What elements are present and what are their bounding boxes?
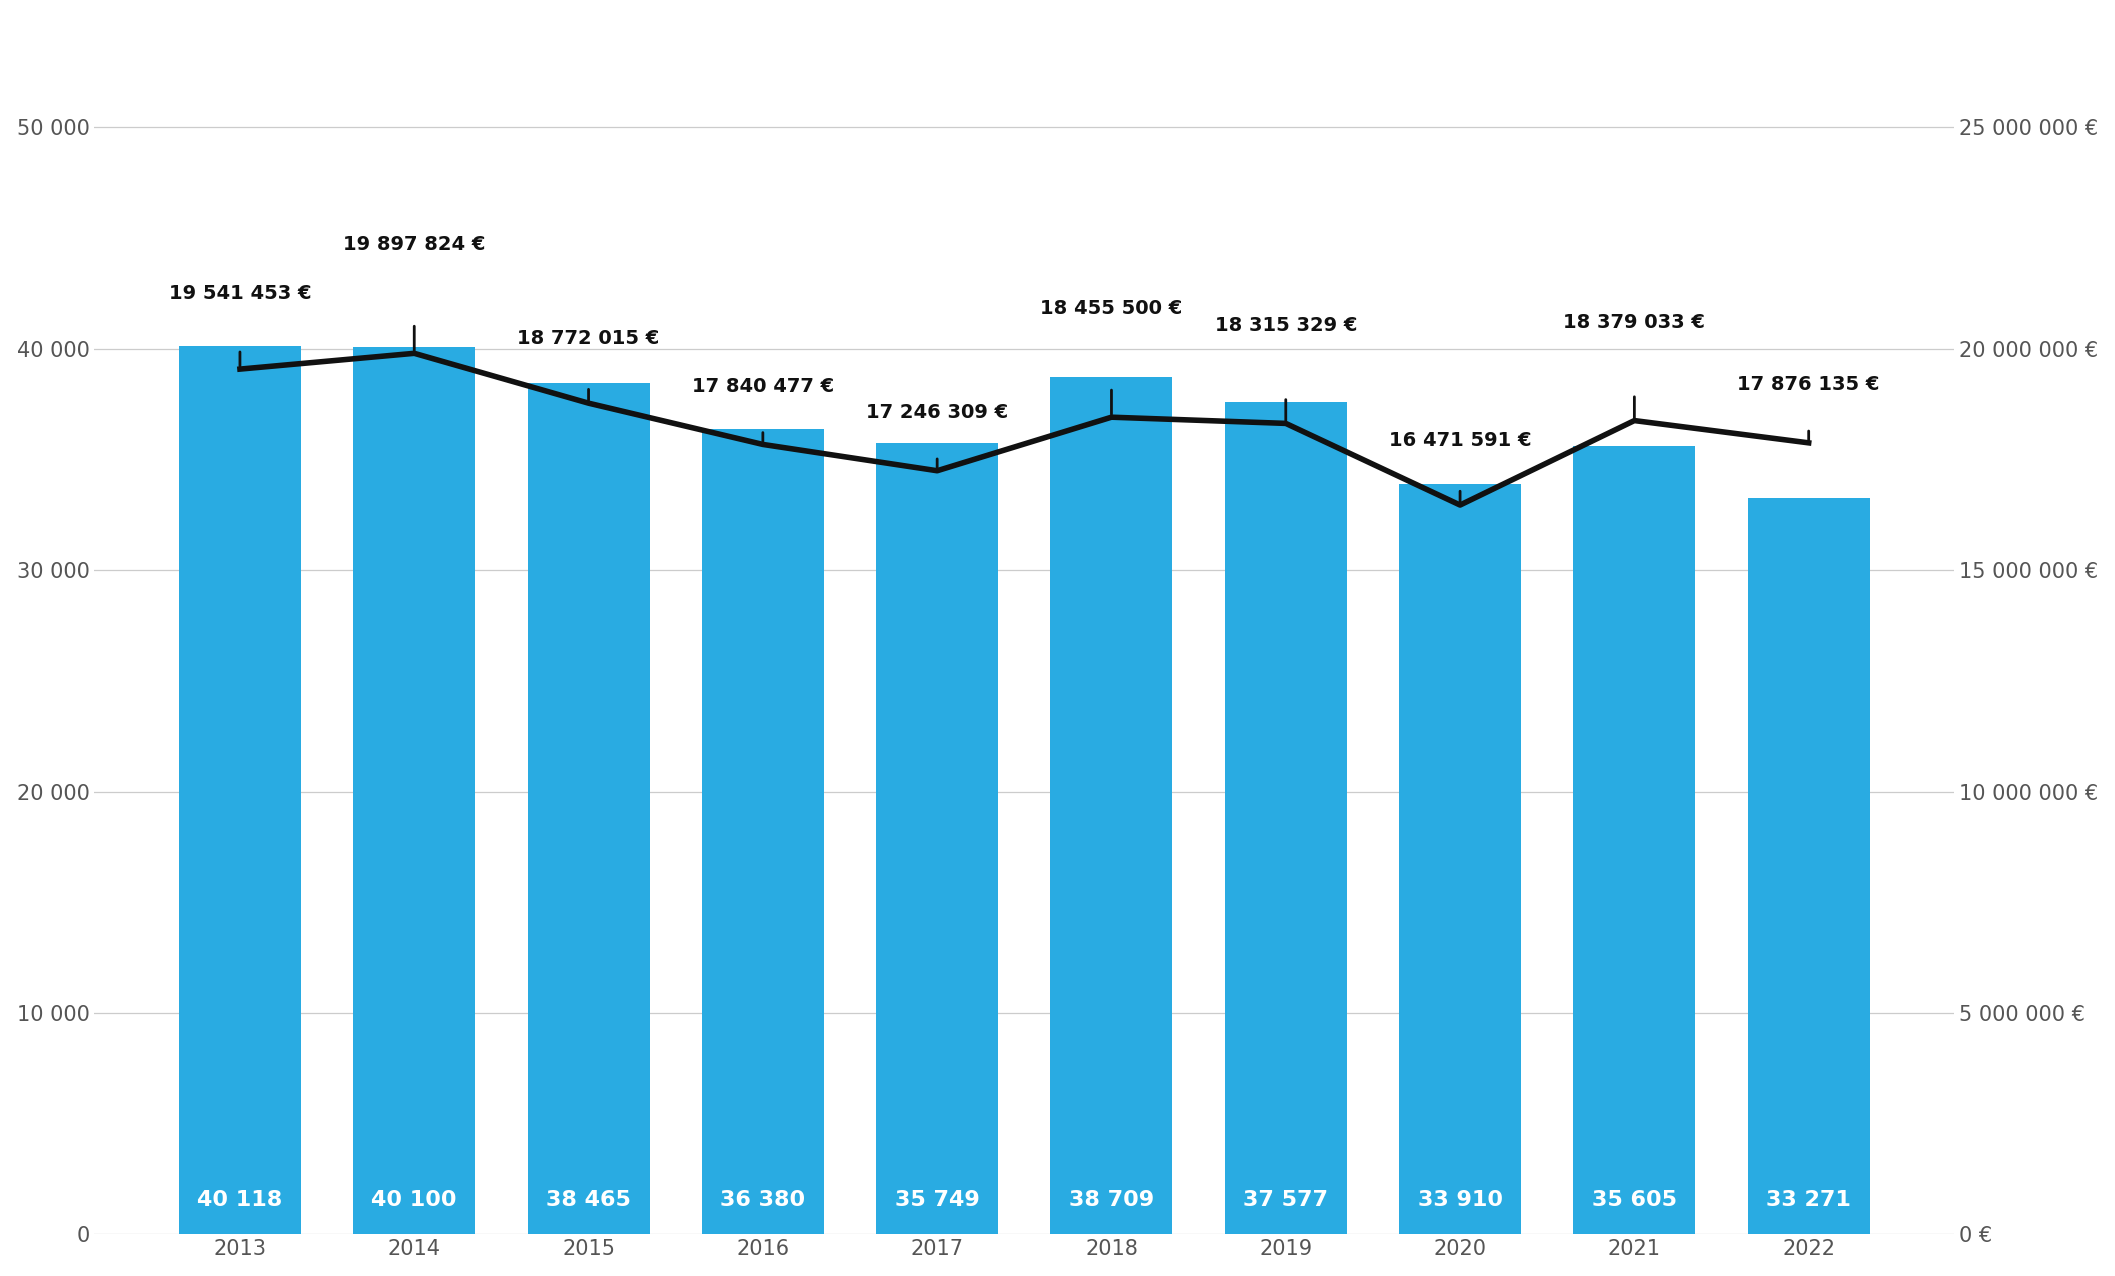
Bar — [1398, 484, 1521, 1234]
Text: 17 876 135 €: 17 876 135 € — [1739, 375, 1880, 394]
Text: 38 709: 38 709 — [1068, 1191, 1155, 1210]
Text: 35 749: 35 749 — [895, 1191, 979, 1210]
Bar — [1747, 498, 1870, 1234]
Text: 38 465: 38 465 — [546, 1191, 630, 1210]
Text: 19 897 824 €: 19 897 824 € — [343, 235, 486, 254]
Bar — [527, 383, 649, 1234]
Text: 40 118: 40 118 — [197, 1191, 283, 1210]
Text: 18 455 500 €: 18 455 500 € — [1041, 299, 1182, 318]
Text: 17 246 309 €: 17 246 309 € — [867, 403, 1009, 422]
Text: 19 541 453 €: 19 541 453 € — [169, 283, 311, 302]
Text: 18 772 015 €: 18 772 015 € — [518, 329, 660, 348]
Text: 16 471 591 €: 16 471 591 € — [1390, 431, 1531, 449]
Text: 37 577: 37 577 — [1244, 1191, 1328, 1210]
Text: 18 315 329 €: 18 315 329 € — [1214, 316, 1358, 334]
Bar — [1051, 378, 1172, 1234]
Text: 33 910: 33 910 — [1417, 1191, 1502, 1210]
Text: 36 380: 36 380 — [721, 1191, 806, 1210]
Bar — [702, 429, 825, 1234]
Text: 17 840 477 €: 17 840 477 € — [692, 376, 833, 396]
Text: 40 100: 40 100 — [372, 1191, 457, 1210]
Bar — [1225, 402, 1347, 1234]
Bar — [353, 347, 476, 1234]
Bar — [180, 346, 300, 1234]
Text: 35 605: 35 605 — [1593, 1191, 1677, 1210]
Text: 18 379 033 €: 18 379 033 € — [1563, 313, 1705, 332]
Text: 33 271: 33 271 — [1766, 1191, 1851, 1210]
Bar — [1574, 447, 1696, 1234]
Bar — [876, 443, 998, 1234]
